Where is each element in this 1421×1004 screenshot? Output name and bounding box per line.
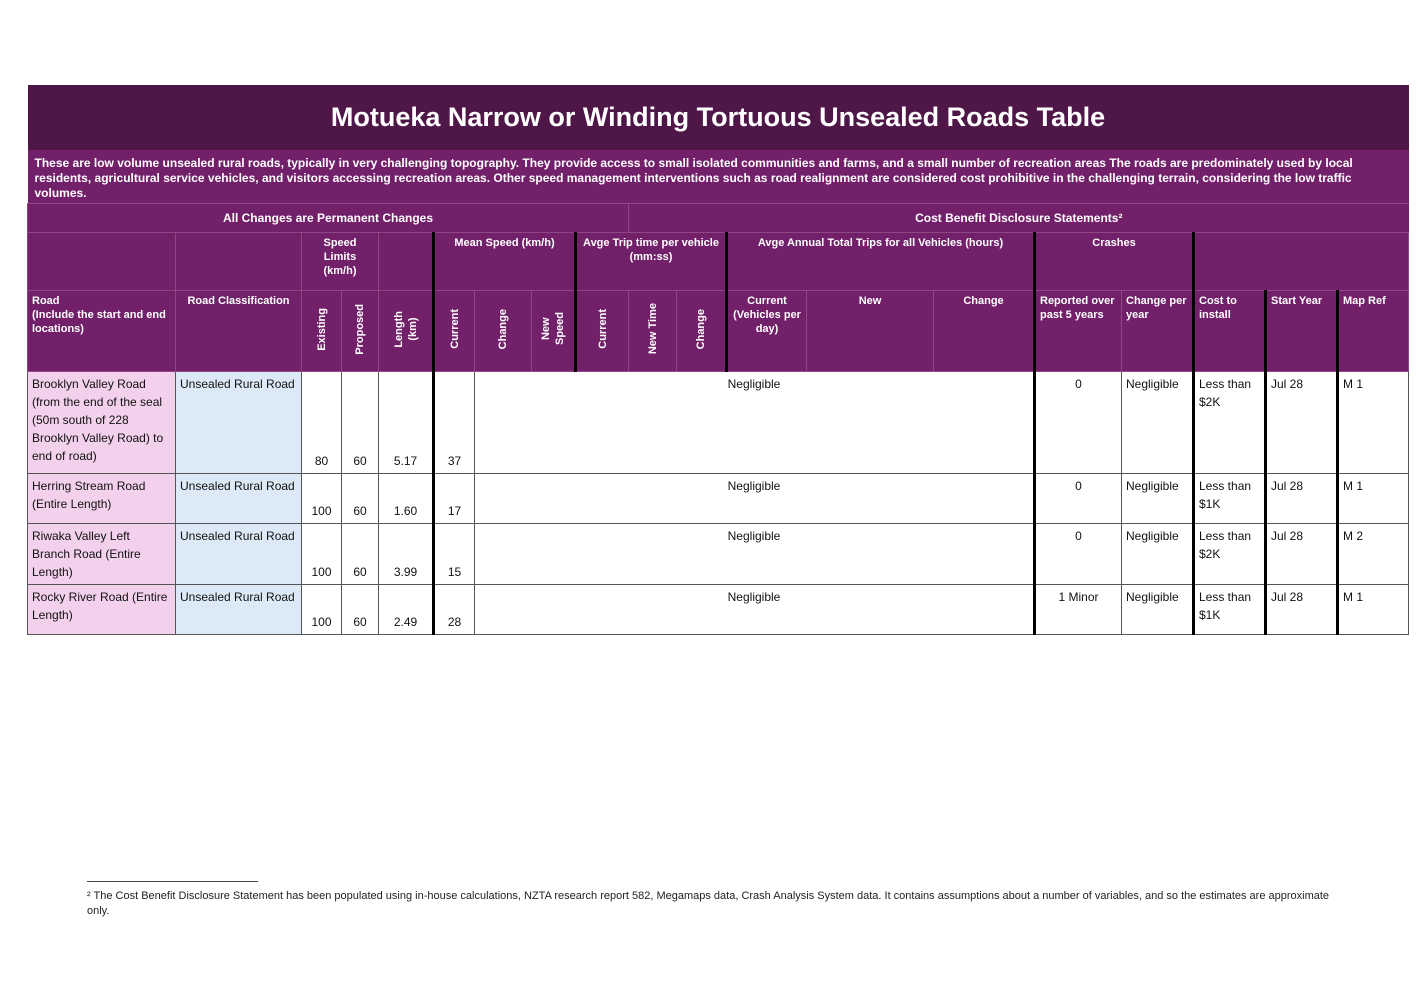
- column-header: Current: [432, 290, 475, 372]
- group-heading: Speed Limits (km/h): [301, 232, 379, 291]
- length: 3.99: [378, 523, 434, 585]
- map-ref: M 1: [1335, 473, 1410, 524]
- footnote-rule: [87, 881, 258, 882]
- footnote: ² The Cost Benefit Disclosure Statement …: [87, 890, 1330, 917]
- start-year: Jul 28: [1264, 473, 1338, 524]
- road-classification: Unsealed Rural Road: [175, 523, 302, 585]
- column-header-text: Existing: [315, 307, 328, 351]
- crash-change: Negligible: [1121, 523, 1194, 585]
- column-header-text: New Speed: [540, 312, 566, 346]
- column-header: Current (Vehicles per day): [725, 290, 807, 372]
- start-year: Jul 28: [1264, 584, 1338, 635]
- cost: Less than $2K: [1192, 523, 1266, 585]
- column-header-text: New Time: [646, 303, 659, 355]
- crashes-reported: 0: [1033, 371, 1122, 474]
- mean-speed: 37: [432, 371, 475, 474]
- column-header: Existing: [301, 290, 342, 372]
- start-year: Jul 28: [1264, 371, 1338, 474]
- crash-change: Negligible: [1121, 371, 1194, 474]
- mean-speed: 15: [432, 523, 475, 585]
- cost: Less than $1K: [1192, 473, 1266, 524]
- existing-limit: 80: [301, 371, 342, 474]
- column-header: Length (km): [378, 290, 434, 372]
- map-ref: M 1: [1335, 371, 1410, 474]
- column-header: Change: [933, 290, 1035, 372]
- column-header: Road (Include the start and end location…: [27, 290, 176, 372]
- length: 5.17: [378, 371, 434, 474]
- column-header: Proposed: [341, 290, 379, 372]
- existing-limit: 100: [301, 523, 342, 585]
- description: These are low volume unsealed rural road…: [27, 150, 1409, 204]
- existing-limit: 100: [301, 473, 342, 524]
- mean-speed: 28: [432, 584, 475, 635]
- road-name: Brooklyn Valley Road (from the end of th…: [27, 371, 176, 474]
- table-row: Rocky River Road (Entire Length) Unsealed…: [27, 584, 1410, 635]
- impact: Negligible: [474, 473, 1035, 524]
- column-header: Reported over past 5 years: [1033, 290, 1122, 372]
- road-name: Herring Stream Road (Entire Length): [27, 473, 176, 524]
- column-header-text: Change: [695, 308, 707, 350]
- table-row: Brooklyn Valley Road (from the end of th…: [27, 371, 1410, 474]
- map-ref: M 1: [1335, 584, 1410, 635]
- existing-limit: 100: [301, 584, 342, 635]
- column-header: Current: [574, 290, 629, 372]
- column-header-text: Length (km): [392, 310, 419, 348]
- group-blank: [378, 232, 434, 291]
- map-ref: M 2: [1335, 523, 1410, 585]
- column-header: Change per year: [1121, 290, 1194, 372]
- crashes-reported: 0: [1033, 473, 1122, 524]
- length: 2.49: [378, 584, 434, 635]
- column-header: New Time: [628, 290, 677, 372]
- column-header-text: Change: [497, 308, 509, 350]
- impact: Negligible: [474, 371, 1035, 474]
- road-classification: Unsealed Rural Road: [175, 473, 302, 524]
- crashes-reported: 0: [1033, 523, 1122, 585]
- column-header: New Speed: [531, 290, 576, 372]
- column-header: Change: [676, 290, 727, 372]
- column-header: Start Year: [1264, 290, 1338, 372]
- proposed-limit: 60: [341, 584, 379, 635]
- cost: Less than $2K: [1192, 371, 1266, 474]
- group-heading: Mean Speed (km/h): [432, 232, 576, 291]
- impact: Negligible: [474, 584, 1035, 635]
- proposed-limit: 60: [341, 371, 379, 474]
- impact: Negligible: [474, 523, 1035, 585]
- column-header: Map Ref: [1335, 290, 1410, 372]
- roads-table: Motueka Narrow or Winding Tortuous Unsea…: [27, 85, 1410, 635]
- start-year: Jul 28: [1264, 523, 1338, 585]
- table-title: Motueka Narrow or Winding Tortuous Unsea…: [27, 85, 1409, 150]
- mean-speed: 17: [432, 473, 475, 524]
- group-heading: Avge Annual Total Trips for all Vehicles…: [725, 232, 1035, 291]
- table-row: Riwaka Valley Left Branch Road (Entire L…: [27, 523, 1410, 585]
- road-name: Rocky River Road (Entire Length): [27, 584, 176, 635]
- group-blank: [175, 232, 302, 291]
- crash-change: Negligible: [1121, 473, 1194, 524]
- group-blank: [27, 232, 176, 291]
- column-header-text: Current: [448, 309, 461, 349]
- group-blank: [1191, 232, 1410, 291]
- column-header: Cost to install: [1192, 290, 1266, 372]
- column-header: Change: [474, 290, 532, 372]
- cost: Less than $1K: [1192, 584, 1266, 635]
- road-classification: Unsealed Rural Road: [175, 371, 302, 474]
- length: 1.60: [378, 473, 434, 524]
- table-row: Herring Stream Road (Entire Length) Unsea…: [27, 473, 1410, 524]
- section-heading: All Changes are Permanent Changes: [27, 203, 629, 233]
- group-heading: Crashes: [1033, 232, 1194, 291]
- column-header: New: [806, 290, 934, 372]
- road-name: Riwaka Valley Left Branch Road (Entire L…: [27, 523, 176, 585]
- crash-change: Negligible: [1121, 584, 1194, 635]
- crashes-reported: 1 Minor: [1033, 584, 1122, 635]
- proposed-limit: 60: [341, 473, 379, 524]
- proposed-limit: 60: [341, 523, 379, 585]
- column-header: Road Classification: [175, 290, 302, 372]
- group-heading: Avge Trip time per vehicle (mm:ss): [574, 232, 727, 291]
- section-heading: Cost Benefit Disclosure Statements²: [627, 203, 1409, 233]
- column-header-text: Current: [596, 309, 609, 349]
- column-header-text: Proposed: [354, 303, 366, 355]
- road-classification: Unsealed Rural Road: [175, 584, 302, 635]
